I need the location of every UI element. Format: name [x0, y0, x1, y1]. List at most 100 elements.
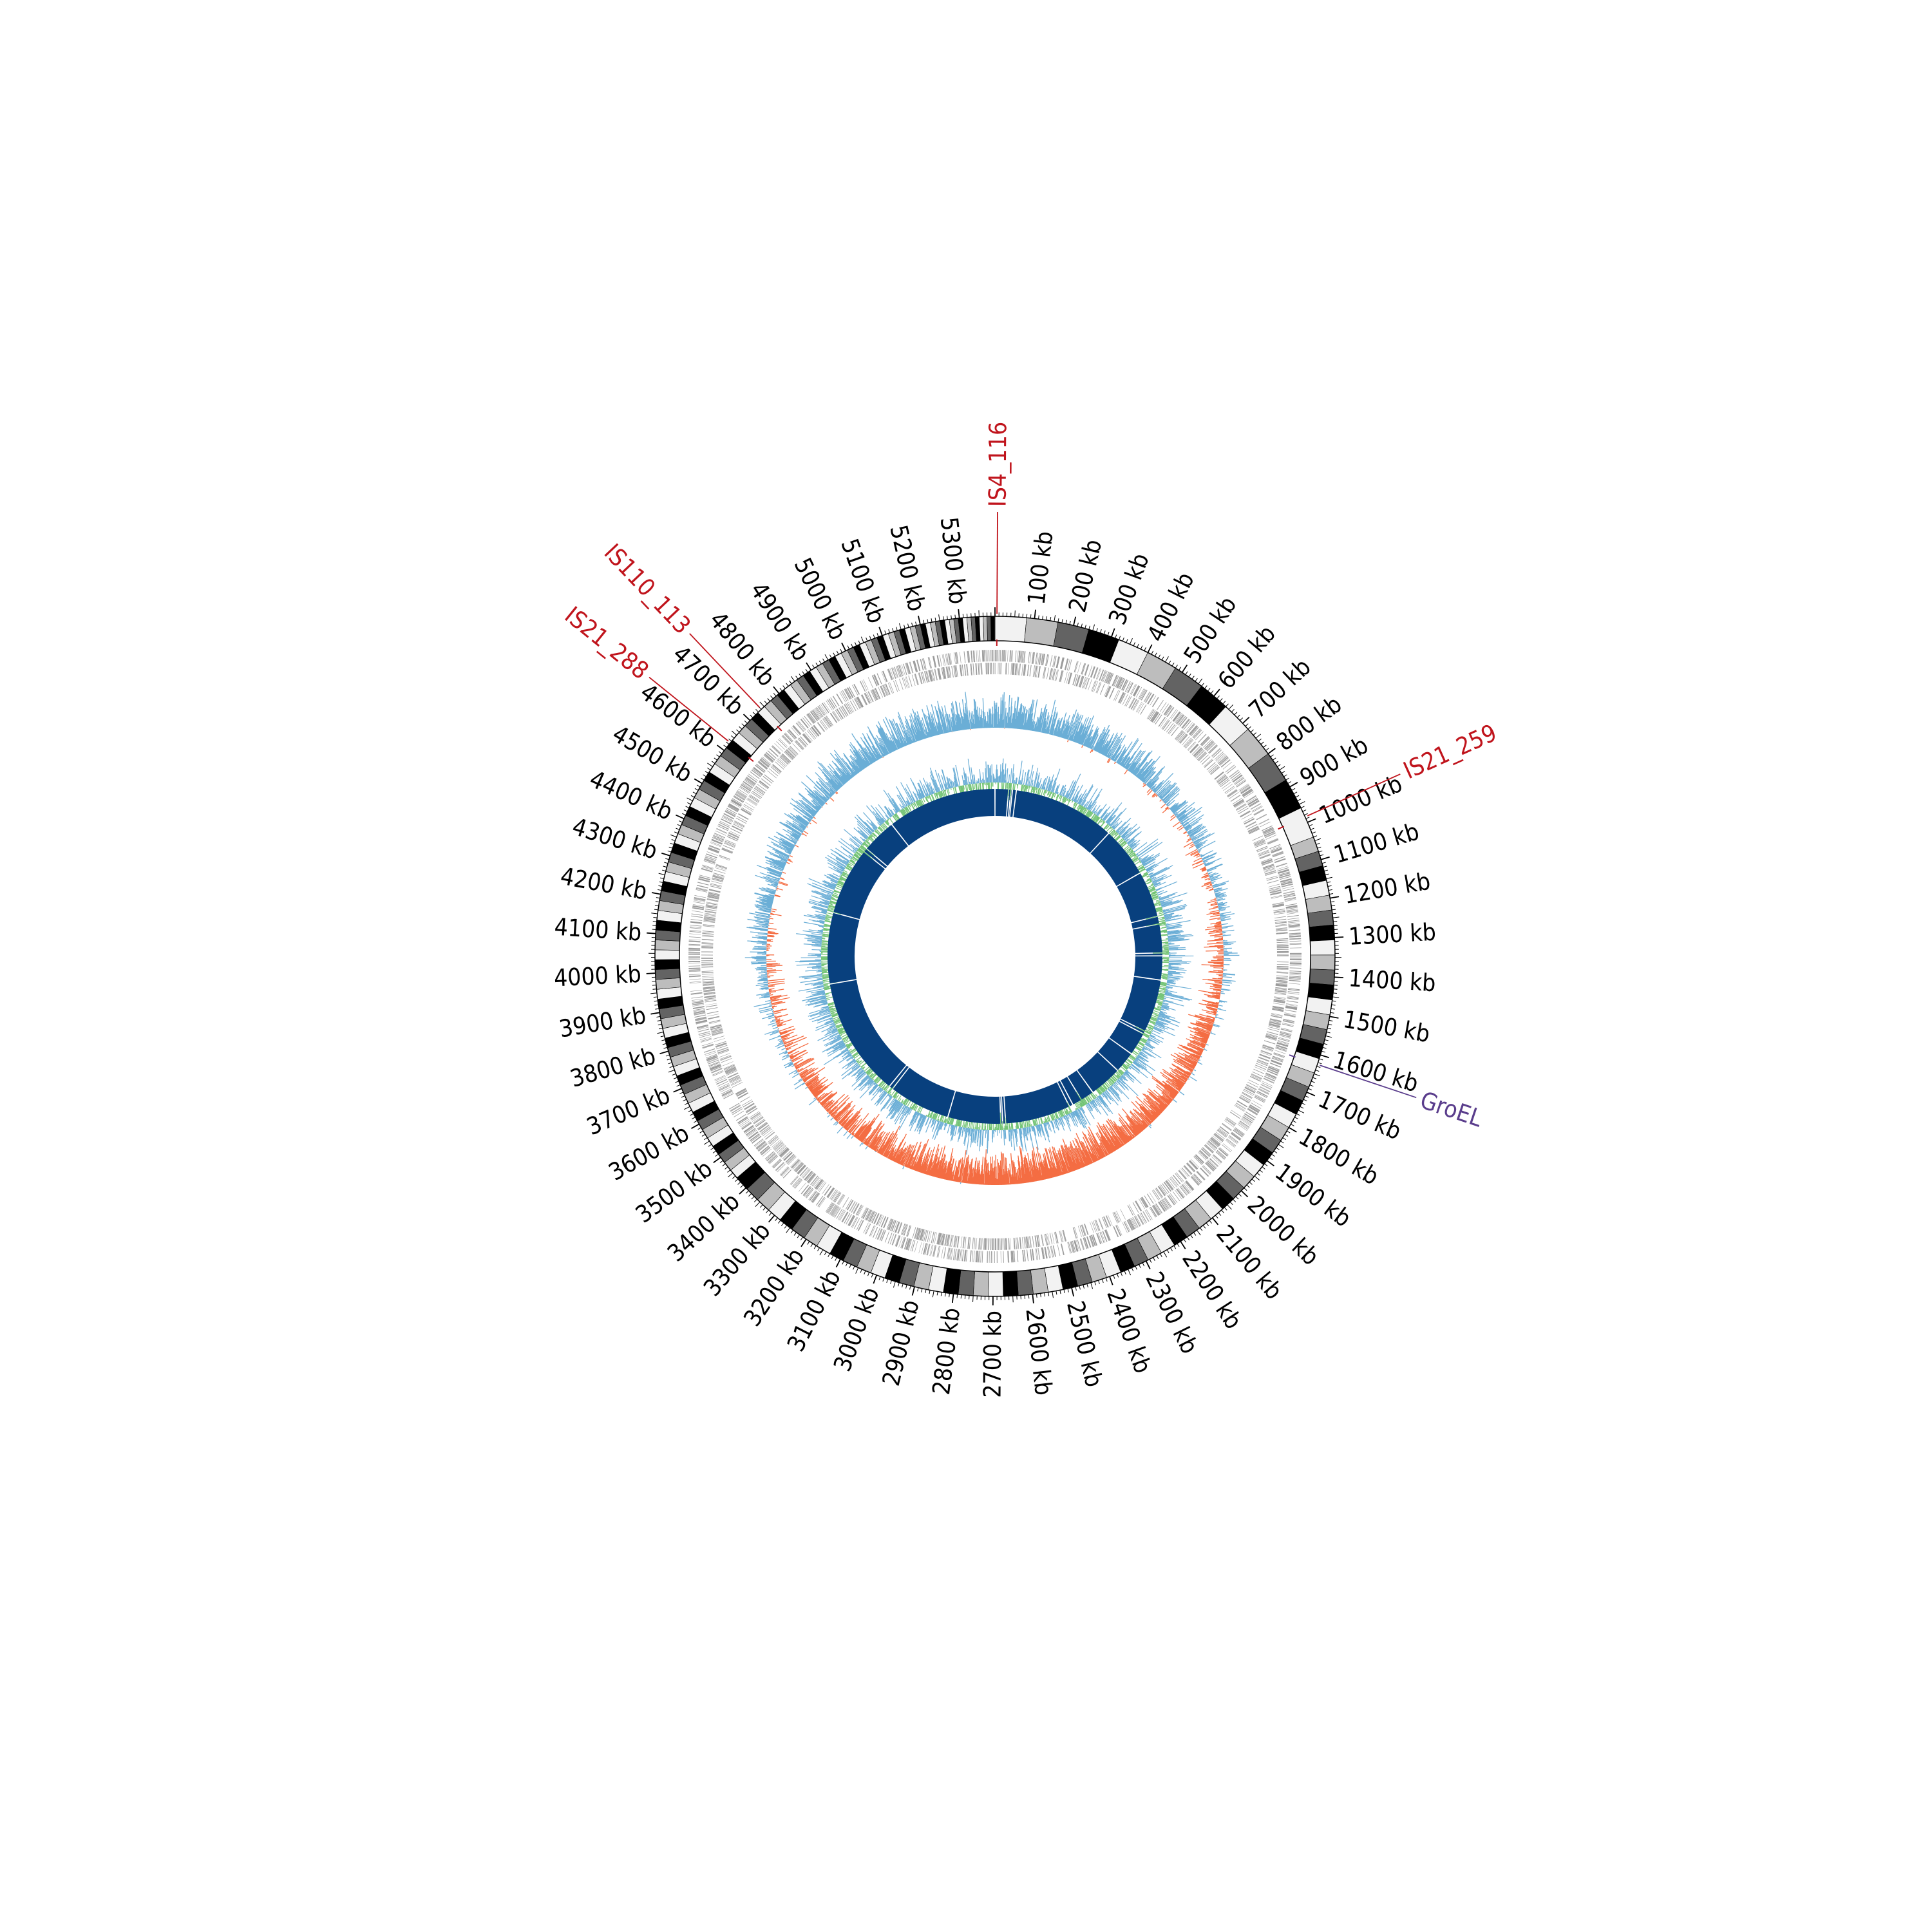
gene-mark: [1168, 724, 1176, 734]
gene-mark: [1284, 898, 1296, 901]
gene-mark: [1185, 1181, 1193, 1191]
gene-mark: [1170, 1193, 1178, 1203]
gene-mark: [740, 1120, 750, 1128]
tick-mark: [713, 1157, 721, 1164]
gene-mark: [1075, 675, 1080, 687]
gene-mark: [1211, 1137, 1221, 1145]
gene-mark: [1213, 749, 1222, 758]
gene-mark: [972, 663, 974, 676]
tick-mark: [1300, 1106, 1304, 1109]
gene-mark: [1283, 891, 1295, 895]
tick-mark: [1332, 913, 1336, 914]
tick-mark: [1305, 1095, 1309, 1098]
gene-mark: [805, 1188, 813, 1198]
gene-mark: [845, 703, 852, 714]
gene-mark: [1147, 694, 1155, 705]
gene-mark: [1150, 1207, 1157, 1217]
tick-mark: [687, 797, 693, 801]
gene-mark: [715, 830, 726, 836]
gene-mark: [1275, 1047, 1287, 1052]
gene-mark: [832, 711, 840, 722]
gene-mark: [1262, 1046, 1274, 1051]
gene-mark: [1035, 1235, 1037, 1247]
gene-mark: [737, 1092, 749, 1099]
gene-mark: [1262, 1045, 1274, 1049]
gene-mark: [1270, 892, 1282, 896]
gene-mark: [1233, 800, 1244, 807]
gene-mark: [1262, 826, 1273, 833]
gene-mark: [990, 650, 992, 662]
gene-mark: [1206, 1161, 1216, 1170]
gene-mark: [1061, 1244, 1065, 1255]
tick-mark: [676, 1084, 681, 1087]
gene-mark: [1263, 828, 1274, 834]
tick-mark: [1317, 846, 1321, 849]
gene-mark: [1272, 1006, 1284, 1009]
gene-mark: [1242, 1092, 1253, 1099]
gene-mark: [1272, 1009, 1284, 1012]
gene-mark: [761, 1127, 772, 1135]
tick-mark: [1331, 909, 1336, 911]
gene-mark: [1248, 828, 1260, 834]
gene-mark: [1015, 650, 1017, 663]
gene-mark: [1150, 711, 1157, 721]
gene-mark: [1258, 1088, 1269, 1095]
gene-mark: [1012, 663, 1014, 675]
gene-mark: [1148, 709, 1155, 720]
gene-mark: [1140, 704, 1147, 715]
gene-mark: [1080, 1238, 1084, 1250]
gc-skew-bar: [1196, 855, 1200, 858]
tick-mark: [873, 634, 875, 639]
ideogram-band: [654, 949, 680, 960]
gene-mark: [1102, 1217, 1107, 1228]
gene-mark: [1128, 1219, 1133, 1231]
tick-mark: [1279, 766, 1285, 771]
tick-mark: [1311, 1081, 1315, 1083]
gene-mark: [1036, 1235, 1039, 1247]
tick-mark: [753, 1198, 757, 1202]
gene-mark: [1166, 1180, 1173, 1190]
gene-mark: [1276, 947, 1289, 949]
gene-mark: [1113, 1211, 1119, 1223]
gene-mark: [1218, 757, 1228, 765]
gene-mark: [1013, 663, 1015, 675]
gene-mark: [1040, 653, 1043, 665]
gene-mark: [1195, 731, 1204, 741]
gene-mark: [1086, 1236, 1091, 1248]
gene-mark: [705, 1052, 717, 1057]
gene-mark: [1079, 676, 1084, 688]
tick-mark: [1218, 1212, 1222, 1216]
tick-mark: [646, 972, 656, 974]
gene-mark: [688, 952, 701, 954]
gene-mark: [1265, 1035, 1277, 1039]
gene-mark: [980, 1238, 982, 1250]
gene-mark: [1210, 1137, 1220, 1146]
gene-mark: [942, 654, 945, 666]
gene-mark: [1201, 737, 1211, 746]
gene-mark: [1085, 664, 1090, 676]
tick-mark: [800, 1236, 804, 1240]
gene-mark: [1253, 809, 1264, 815]
gene-mark: [1076, 675, 1081, 687]
tick-mark: [781, 1222, 784, 1226]
gene-mark: [1107, 1215, 1113, 1226]
gc-skew-bar: [1191, 1072, 1195, 1075]
gene-mark: [1266, 1033, 1278, 1037]
gene-mark: [1045, 1247, 1048, 1259]
gene-mark: [1249, 828, 1260, 834]
gene-mark: [1267, 839, 1279, 844]
gene-mark: [1043, 654, 1045, 666]
gene-mark: [1044, 1234, 1047, 1245]
gene-mark: [1184, 1165, 1192, 1175]
gene-mark: [1214, 772, 1224, 780]
gene-mark: [1289, 947, 1302, 949]
gene-mark: [1195, 750, 1204, 759]
tick-mark: [697, 1127, 702, 1130]
gene-mark: [1280, 878, 1292, 883]
gene-mark: [1167, 1195, 1175, 1206]
gene-mark: [1095, 1220, 1099, 1231]
tick-mark: [1050, 617, 1052, 621]
gene-mark: [1280, 1032, 1292, 1036]
tick-mark: [1149, 1259, 1152, 1263]
gene-mark: [1267, 1068, 1279, 1074]
